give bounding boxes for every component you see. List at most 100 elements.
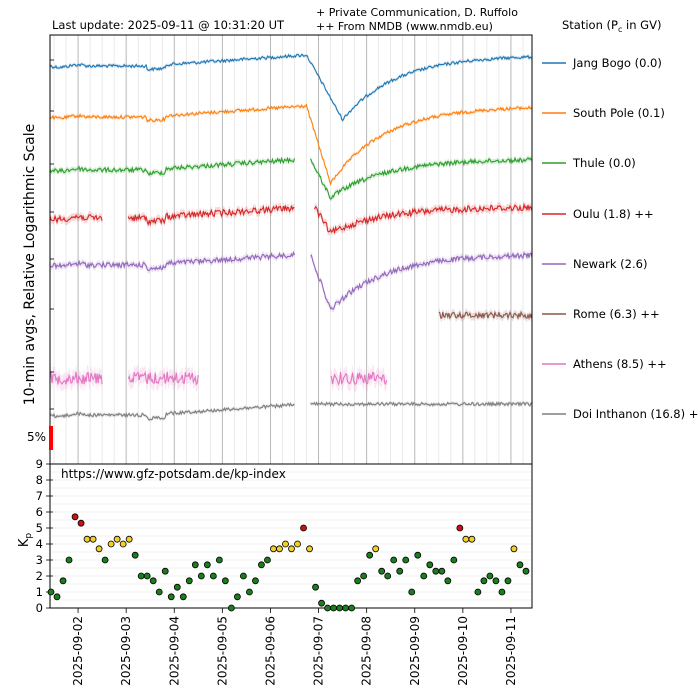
kp-point — [384, 572, 392, 580]
series-oulu — [49, 200, 533, 238]
kp-point — [366, 551, 374, 559]
x-tick-label: 2025-09-02 — [71, 616, 85, 686]
kp-point — [149, 577, 157, 585]
y-tick-label: 4 — [36, 537, 43, 551]
y-tick-label: 6 — [36, 505, 43, 519]
kp-point — [161, 567, 169, 575]
y-tick-label: 5 — [36, 521, 43, 535]
series-line — [49, 402, 295, 421]
kp-point — [113, 535, 121, 543]
kp-point — [101, 556, 109, 564]
kp-point — [288, 545, 295, 553]
kp-point — [65, 556, 73, 564]
series-envelope — [50, 102, 532, 187]
kp-point — [143, 572, 151, 580]
kp-point — [318, 599, 325, 607]
kp-point — [167, 593, 175, 601]
series-envelope — [50, 363, 103, 393]
kp-point — [462, 535, 470, 543]
kp-point — [227, 604, 235, 612]
top-panel-frame — [49, 34, 533, 465]
kp-point — [191, 561, 199, 569]
kp-point — [312, 583, 319, 591]
kp-point — [83, 535, 91, 543]
series-line — [309, 156, 533, 200]
kp-point — [306, 545, 313, 553]
kp-point — [276, 545, 283, 553]
series-line — [49, 214, 103, 225]
kp-point — [354, 577, 362, 585]
kp-point — [510, 545, 518, 553]
kp-point — [209, 572, 217, 580]
x-tick-label: 2025-09-11 — [504, 616, 518, 686]
kp-point — [474, 588, 482, 596]
legend-label: Newark (2.6) — [573, 257, 647, 271]
kp-point — [47, 588, 55, 596]
legend-label: Thule (0.0) — [572, 156, 636, 170]
kp-point — [522, 567, 530, 575]
legend-label: Jang Bogo (0.0) — [572, 56, 662, 70]
kp-point — [264, 556, 271, 564]
series-line — [127, 370, 199, 386]
kp-point — [221, 577, 229, 585]
series-line — [49, 371, 103, 385]
series-line — [313, 202, 533, 234]
kp-point — [300, 524, 307, 532]
kp-axis-label: Kp — [17, 533, 34, 548]
kp-point — [53, 593, 61, 601]
kp-point — [516, 561, 524, 569]
kp-point — [468, 535, 476, 543]
x-tick-label: 2025-09-05 — [215, 616, 229, 686]
kp-point — [125, 535, 133, 543]
kp-point — [77, 519, 85, 527]
series-south-pole — [49, 102, 533, 187]
kp-point — [378, 567, 386, 575]
kp-point — [119, 540, 127, 548]
kp-point — [185, 577, 193, 585]
series-envelope — [50, 249, 295, 274]
series-jang-bogo — [49, 52, 532, 123]
kp-point — [240, 572, 247, 580]
kp-point — [258, 561, 265, 569]
credit-line-2: ++ From NMDB (www.nmdb.eu) — [316, 20, 493, 33]
y-tick-label: 3 — [36, 553, 43, 567]
kp-point — [420, 572, 428, 580]
x-tick-label: 2025-09-04 — [167, 616, 181, 686]
x-tick-label: 2025-09-09 — [408, 616, 422, 686]
x-tick-label: 2025-09-08 — [360, 616, 374, 686]
series-doi-inthanon — [49, 400, 533, 422]
kp-point — [426, 561, 434, 569]
series-newark — [49, 249, 533, 313]
kp-point — [492, 577, 500, 585]
legend-label: Doi Inthanon (16.8) + — [573, 407, 698, 421]
kp-point — [59, 577, 67, 585]
kp-point — [342, 604, 350, 612]
y-tick-label: 9 — [36, 457, 43, 471]
kp-point — [324, 604, 331, 612]
kp-point — [215, 556, 223, 564]
kp-point — [282, 540, 289, 548]
series-envelope — [314, 200, 532, 238]
legend: Jang Bogo (0.0) South Pole (0.1) Thule (0.… — [542, 56, 698, 421]
scale-bar — [49, 426, 53, 450]
y-tick-label: 1 — [36, 585, 43, 599]
legend-label: South Pole (0.1) — [573, 106, 665, 120]
y-tick-label: 2 — [36, 569, 43, 583]
kp-point — [233, 593, 241, 601]
series-athens — [49, 363, 388, 393]
legend-label: Oulu (1.8) ++ — [573, 207, 654, 221]
y-tick-label: 0 — [36, 601, 43, 615]
y-tick-label: 7 — [36, 489, 43, 503]
kp-point — [486, 572, 494, 580]
x-tick-label: 2025-09-03 — [119, 616, 133, 686]
series-line — [310, 401, 533, 408]
series-envelope — [128, 201, 295, 229]
series-line — [49, 250, 296, 272]
credit-line-1: + Private Communication, D. Ruffolo — [316, 6, 518, 19]
scale-bar-label: 5% — [27, 430, 46, 444]
kp-point — [390, 556, 398, 564]
x-tick-label: 2025-09-10 — [456, 616, 470, 686]
kp-point — [137, 572, 145, 580]
kp-point — [252, 577, 259, 585]
